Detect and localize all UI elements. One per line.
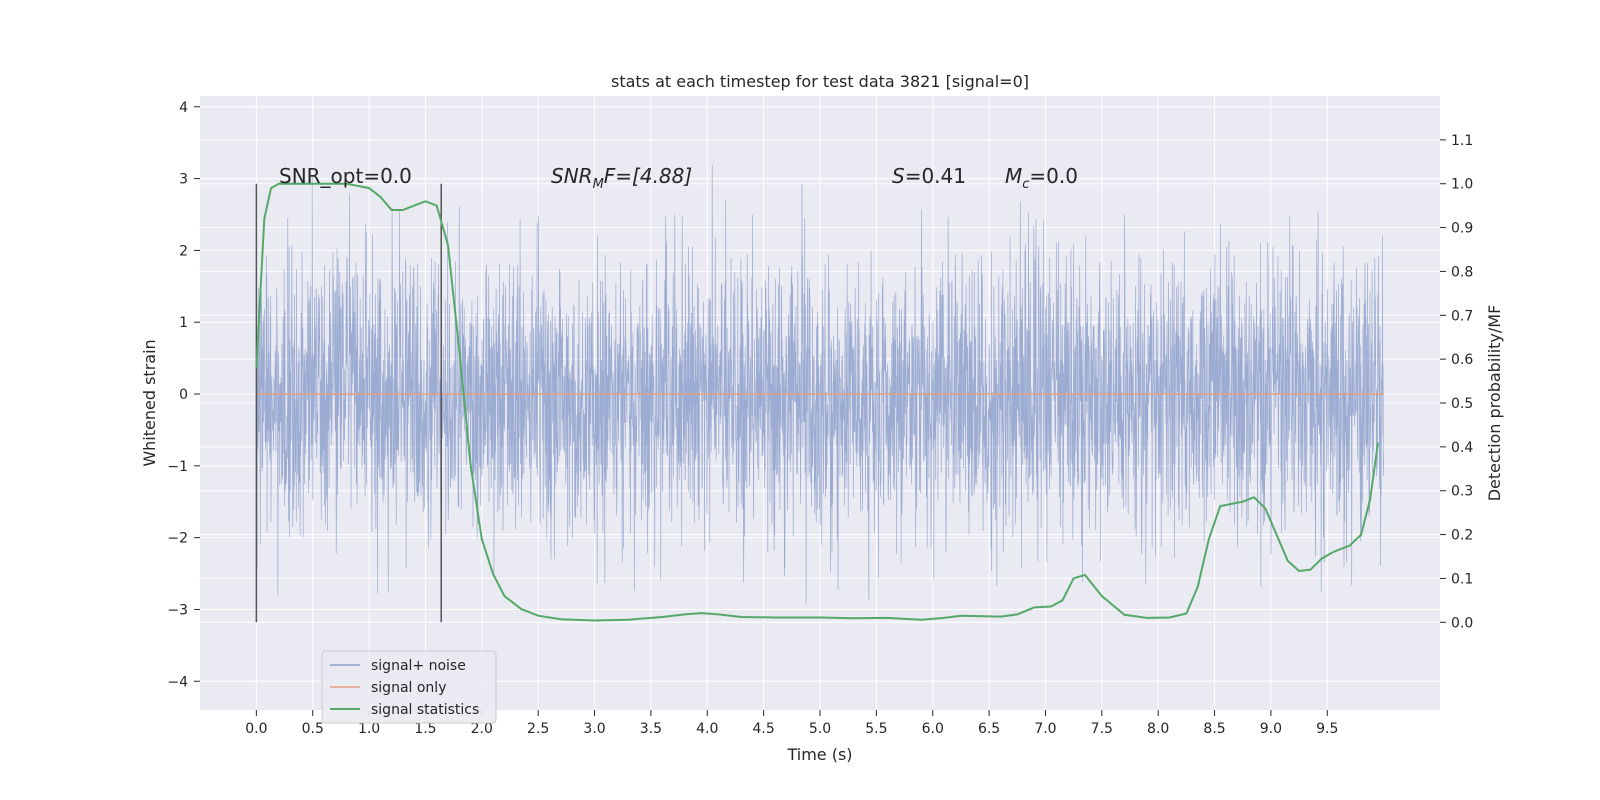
y2-tick-label: 0.2 <box>1451 528 1473 544</box>
annotation-s: S=0.41 <box>892 164 966 188</box>
x-tick-label: 4.5 <box>753 721 775 737</box>
y-tick-label: 4 <box>179 100 188 116</box>
y2-tick-label: 0.6 <box>1451 352 1473 368</box>
mc-var: M <box>1005 164 1022 188</box>
y2-tick-label: 0.5 <box>1451 396 1473 412</box>
annotation-snr-mf: SNRMF=[4.88] <box>551 164 692 192</box>
x-tick-label: 8.5 <box>1203 721 1225 737</box>
snr-mf-suffix: F=[4.88] <box>604 164 692 188</box>
x-tick-label: 1.0 <box>358 721 380 737</box>
y2-tick-label: 0.0 <box>1451 615 1473 631</box>
annotations: SNR_opt=0.0 SNRMF=[4.88] S=0.41 Mc=0.0 <box>279 164 1078 192</box>
series-signal-plus-noise <box>256 165 1384 605</box>
y-axis-label: Whitened strain <box>140 339 159 466</box>
y-tick-label: 1 <box>179 315 188 331</box>
x-tick-label: 6.5 <box>978 721 1000 737</box>
legend: signal+ noise signal only signal statist… <box>321 650 497 724</box>
x-tick-label: 1.5 <box>414 721 436 737</box>
y2-axis-label: Detection probability/MF <box>1485 305 1504 502</box>
x-tick-label: 9.0 <box>1260 721 1282 737</box>
y-tick-label: 2 <box>179 243 188 259</box>
legend-label-signal: signal only <box>371 680 446 696</box>
x-tick-label: 6.0 <box>922 721 944 737</box>
snr-mf-prefix: SNR <box>551 164 593 188</box>
x-tick-label: 7.5 <box>1091 721 1113 737</box>
grid <box>200 96 1440 710</box>
x-tick-label: 8.0 <box>1147 721 1169 737</box>
x-tick-label: 3.0 <box>583 721 605 737</box>
chart-title: stats at each timestep for test data 382… <box>611 72 1029 91</box>
vertical-markers <box>255 183 442 623</box>
legend-label-noise: signal+ noise <box>371 658 466 674</box>
annotation-mc: Mc=0.0 <box>1005 164 1078 192</box>
x-tick-label: 2.5 <box>527 721 549 737</box>
x-tick-label: 9.5 <box>1316 721 1338 737</box>
s-var: S <box>892 164 905 188</box>
annotation-snr-opt: SNR_opt=0.0 <box>279 164 412 188</box>
x-axis-ticks: 0.0 0.5 1.0 1.5 2.0 2.5 3.0 3.5 4.0 4.5 5.0 5.5 6.0 6… <box>245 710 1338 737</box>
y2-tick-label: 0.7 <box>1451 308 1473 324</box>
y-tick-label: −3 <box>167 602 188 618</box>
x-tick-label: 2.0 <box>471 721 493 737</box>
y2-tick-label: 0.9 <box>1451 221 1473 237</box>
y-tick-label: 0 <box>179 387 188 403</box>
y2-tick-label: 1.1 <box>1451 133 1473 149</box>
stats-polyline <box>255 182 1379 622</box>
y-tick-label: −2 <box>167 531 188 547</box>
y-tick-label: −1 <box>167 459 188 475</box>
y-axis-ticks: 4 3 2 1 0 −1 −2 −3 −4 <box>167 100 200 690</box>
y2-tick-label: 0.1 <box>1451 571 1473 587</box>
series-signal-statistics <box>255 182 1379 622</box>
y2-tick-label: 1.0 <box>1451 177 1473 193</box>
mc-sub: c <box>1022 177 1029 192</box>
x-tick-label: 5.0 <box>809 721 831 737</box>
y2-axis-ticks: 1.1 1.0 0.9 0.8 0.7 0.6 0.5 0.4 0.3 0.2 0.1 0.0 <box>1440 133 1473 631</box>
x-tick-label: 7.0 <box>1034 721 1056 737</box>
y2-tick-label: 0.3 <box>1451 484 1473 500</box>
y-tick-label: 3 <box>179 172 188 188</box>
x-tick-label: 4.0 <box>696 721 718 737</box>
mc-value: =0.0 <box>1029 164 1078 188</box>
x-tick-label: 0.5 <box>302 721 324 737</box>
x-tick-label: 5.5 <box>865 721 887 737</box>
x-tick-label: 3.5 <box>640 721 662 737</box>
x-axis-label: Time (s) <box>786 745 852 764</box>
x-tick-label: 0.0 <box>245 721 267 737</box>
snr-mf-sub: M <box>593 177 604 192</box>
legend-box <box>321 650 497 724</box>
s-value: =0.41 <box>905 164 966 188</box>
y2-tick-label: 0.8 <box>1451 264 1473 280</box>
y2-tick-label: 0.4 <box>1451 440 1473 456</box>
noise-trace <box>256 165 1384 605</box>
legend-label-stats: signal statistics <box>371 702 479 718</box>
y-tick-label: −4 <box>167 674 188 690</box>
